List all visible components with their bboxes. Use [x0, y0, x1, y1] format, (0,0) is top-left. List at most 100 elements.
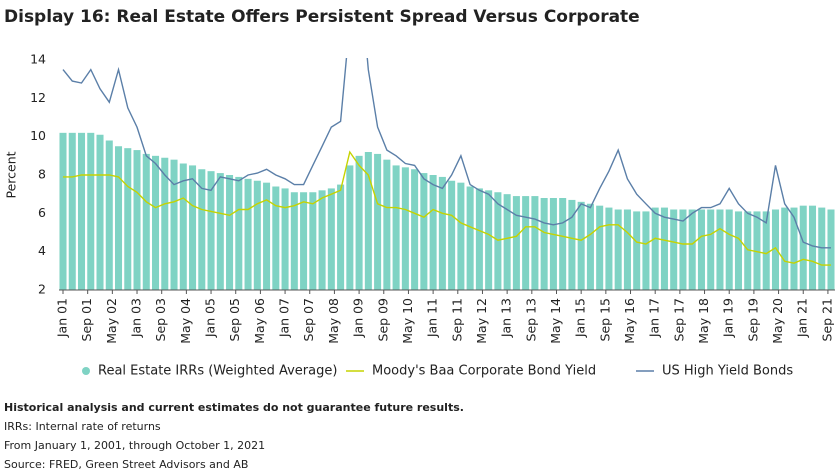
y-axis-label: Percent: [4, 151, 19, 198]
bar: [596, 205, 604, 290]
bar: [549, 198, 557, 290]
bar: [161, 157, 169, 290]
bar: [818, 207, 826, 290]
bar: [586, 203, 594, 290]
bar: [438, 176, 446, 290]
bar: [540, 198, 548, 290]
bar: [762, 211, 770, 290]
x-tick-label: Jan 11: [425, 298, 440, 338]
x-tick-label: May 04: [178, 298, 193, 344]
y-tick-label: 6: [38, 205, 46, 220]
x-tick-label: May 14: [548, 298, 563, 344]
x-tick-label: May 06: [252, 298, 267, 344]
x-tick-label: Sep 11: [449, 298, 464, 341]
x-tick-label: Sep 13: [523, 298, 538, 341]
bar: [300, 192, 308, 290]
bar: [744, 211, 752, 290]
plot-area: [59, 58, 835, 290]
bar: [263, 182, 271, 290]
bar: [679, 209, 687, 290]
bar: [392, 165, 400, 290]
bar: [244, 178, 252, 290]
x-tick-label: Jan 01: [55, 298, 70, 338]
bar: [96, 134, 104, 290]
bar: [327, 188, 335, 290]
bar: [771, 209, 779, 290]
bar: [605, 207, 613, 290]
bar: [337, 184, 345, 290]
bar: [235, 176, 243, 290]
x-tick-label: Jan 19: [721, 298, 736, 338]
chart-title: Display 16: Real Estate Offers Persisten…: [4, 7, 640, 27]
x-tick-label: May 12: [474, 298, 489, 344]
bar: [318, 190, 326, 290]
y-tick-label: 2: [38, 282, 46, 297]
legend-label: US High Yield Bonds: [662, 364, 793, 379]
bar: [577, 201, 585, 290]
bar: [688, 209, 696, 290]
bar: [781, 207, 789, 290]
bar: [216, 173, 224, 290]
x-tick-label: Sep 17: [671, 298, 686, 341]
note: Source: FRED, Green Street Advisors and …: [4, 458, 248, 471]
bar: [87, 132, 95, 290]
bar: [448, 180, 456, 290]
bar: [734, 211, 742, 290]
bar: [411, 169, 419, 290]
bar: [827, 209, 835, 290]
bar: [651, 207, 659, 290]
bar: [725, 209, 733, 290]
bar: [475, 188, 483, 290]
bar: [420, 173, 428, 290]
y-tick-label: 10: [30, 128, 46, 143]
bar: [522, 196, 530, 290]
note: From January 1, 2001, through October 1,…: [4, 439, 265, 452]
bar: [189, 165, 197, 290]
x-tick-label: Jan 17: [647, 298, 662, 338]
y-tick-label: 4: [38, 243, 46, 258]
x-tick-label: Jan 15: [573, 298, 588, 338]
legend-label: Moody's Baa Corporate Bond Yield: [372, 364, 596, 379]
bar: [207, 171, 215, 290]
bar: [355, 155, 363, 290]
bar: [281, 188, 289, 290]
bar: [383, 159, 391, 290]
bar: [623, 209, 631, 290]
bar: [374, 153, 382, 290]
x-tick-label: May 18: [696, 298, 711, 344]
x-tick-label: Sep 03: [153, 298, 168, 341]
bar: [152, 155, 160, 290]
x-tick-label: Jan 21: [795, 298, 810, 338]
disclaimer: Historical analysis and current estimate…: [4, 401, 464, 414]
bar: [290, 192, 298, 290]
line: [62, 58, 831, 249]
bar: [485, 190, 493, 290]
x-tick-label: Sep 19: [745, 298, 760, 341]
bar: [59, 132, 67, 290]
bar: [466, 186, 474, 290]
bar: [559, 198, 567, 290]
bar: [614, 209, 622, 290]
x-tick-label: Sep 07: [301, 298, 316, 341]
x-tick-label: May 08: [326, 298, 341, 344]
x-tick-label: Jan 03: [129, 298, 144, 338]
bar: [531, 196, 539, 290]
bar: [568, 199, 576, 290]
legend-label: Real Estate IRRs (Weighted Average): [98, 364, 337, 379]
bar: [198, 169, 206, 290]
bar: [494, 192, 502, 290]
bar: [124, 148, 132, 290]
x-tick-label: May 02: [104, 298, 119, 344]
bar: [170, 159, 178, 290]
bar: [309, 192, 317, 290]
bar: [346, 165, 354, 290]
bar: [642, 211, 650, 290]
bar: [133, 150, 141, 290]
bar: [77, 132, 86, 290]
bar: [799, 205, 807, 290]
bar: [697, 209, 705, 290]
x-tick-label: Sep 15: [597, 298, 612, 341]
bar: [68, 132, 76, 290]
bar: [503, 194, 511, 290]
